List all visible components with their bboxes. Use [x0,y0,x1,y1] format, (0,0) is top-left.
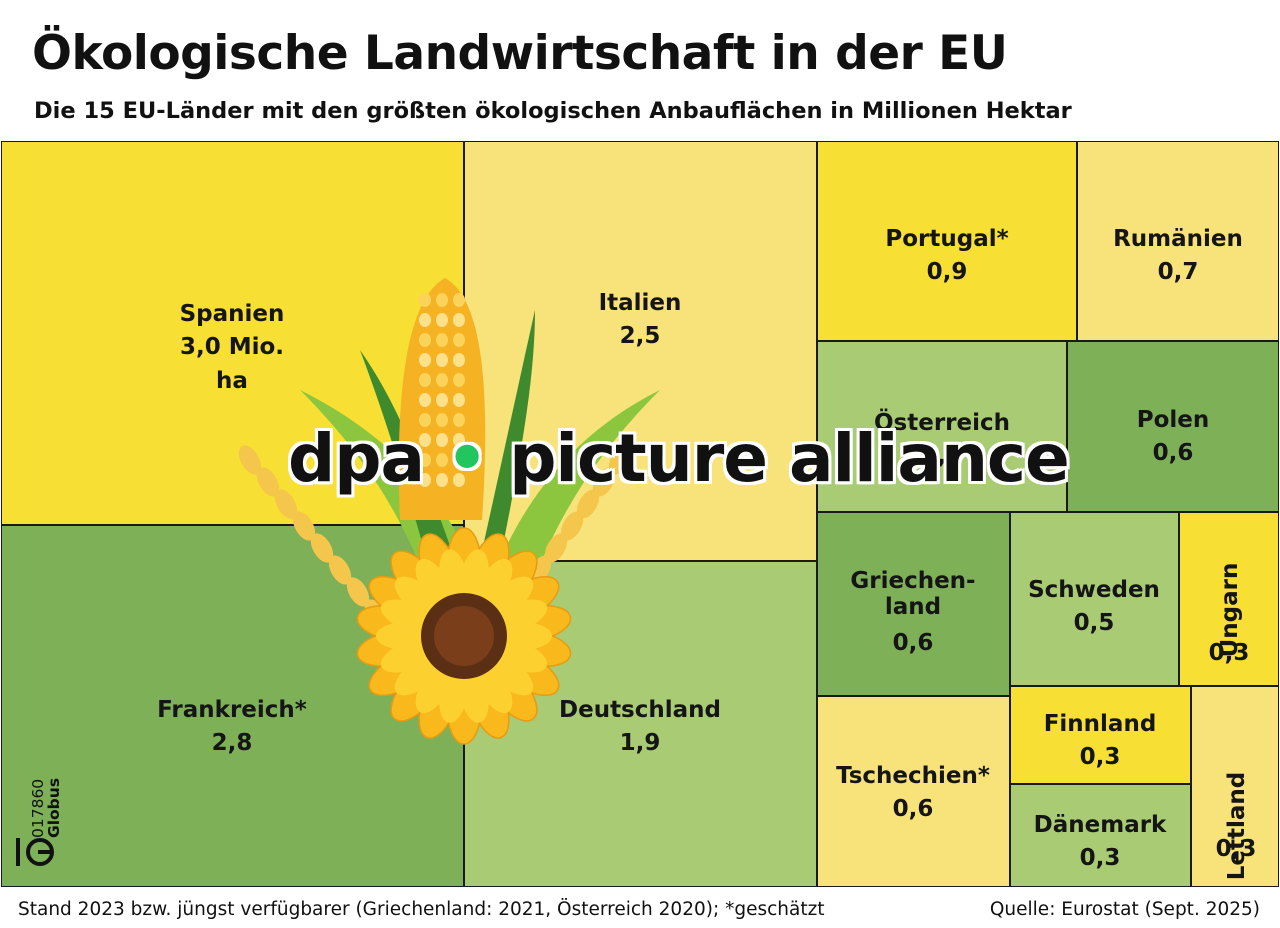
treemap-label-spanien: Spanien [180,301,285,327]
treemap-value-deutschland: 1,9 [620,730,661,756]
chart-title: Ökologische Landwirtschaft in der EU [32,26,1008,81]
treemap-cell-portugal: Portugal* 0,9 [818,142,1076,340]
crop-illustration-icon [238,278,660,745]
treemap-value-rumanien: 0,7 [1158,259,1199,285]
treemap-rect-italien [465,142,816,560]
treemap-rect-griechenland [818,513,1009,695]
globus-logo-text: 017860 Globus [29,777,63,838]
treemap-label-danemark: Dänemark [1034,812,1167,838]
treemap-value-finnland: 0,3 [1080,744,1121,770]
treemap-rect-rumanien [1078,142,1278,340]
footer-note: Stand 2023 bzw. jüngst verfügbarer (Grie… [18,899,825,920]
treemap-cell-osterreich: Österreich 0,7 [818,342,1066,511]
treemap-value-griechenland: 0,6 [893,630,934,656]
treemap-value-osterreich: 0,7 [922,443,963,469]
treemap-label-deutschland: Deutschland [559,697,721,723]
treemap-cell-griechenland: Griechen-land 0,6 [818,513,1009,695]
treemap-cell-polen: Polen 0,6 [1068,342,1278,511]
treemap-rect-schweden [1011,513,1178,685]
treemap-cell-finnland: Finnland 0,3 [1011,687,1190,783]
treemap-value-portugal: 0,9 [927,259,968,285]
treemap-label-finnland: Finnland [1044,711,1157,737]
treemap-value-tschechien: 0,6 [893,796,934,822]
watermark-dot: • [446,420,488,497]
treemap-cell-rumanien: Rumänien 0,7 [1078,142,1278,340]
watermark-left: dpa [288,420,425,497]
logo-brand: Globus [45,777,63,838]
treemap-value-schweden: 0,5 [1074,610,1115,636]
treemap-value-italien: 2,5 [620,323,661,349]
treemap-cell-danemark: Dänemark 0,3 [1011,785,1190,886]
treemap-label-schweden: Schweden [1028,577,1160,603]
footer-source: Quelle: Eurostat (Sept. 2025) [989,899,1260,920]
treemap-value-ungarn: 0,3 [1209,640,1250,666]
treemap-label-osterreich: Österreich [874,408,1010,436]
treemap-rect-portugal [818,142,1076,340]
treemap-rect-ungarn [1180,513,1278,685]
treemap-value-spanien-1: ha [216,368,248,394]
treemap-label-tschechien: Tschechien* [836,763,990,789]
treemap-value-danemark: 0,3 [1080,845,1121,871]
treemap-cell-schweden: Schweden 0,5 [1011,513,1178,685]
treemap-value-spanien-0: 3,0 Mio. [180,334,284,360]
watermark-right: picture alliance [509,420,1070,497]
treemap-cell-italien: Italien 2,5 [465,142,816,560]
treemap-label-polen: Polen [1137,407,1210,433]
treemap-value-lettland: 0,3 [1216,836,1257,862]
treemap-label-rumanien: Rumänien [1113,226,1243,252]
treemap-label-ungarn: Ungarn [1217,563,1243,658]
chart-subtitle: Die 15 EU-Länder mit den größten ökologi… [34,98,1072,124]
logo-code: 017860 [29,778,47,838]
treemap-value-polen: 0,6 [1153,440,1194,466]
treemap-label-lettland: Lettland [1224,772,1250,881]
treemap-label-portugal: Portugal* [885,226,1008,252]
treemap-value-frankreich: 2,8 [212,730,253,756]
treemap-label-italien: Italien [599,290,682,316]
treemap-rect-danemark [1011,785,1190,886]
treemap-rect-finnland [1011,687,1190,783]
treemap-label-griechenland-1: land [885,594,941,620]
treemap-cell-tschechien: Tschechien* 0,6 [818,697,1009,886]
treemap-rect-polen [1068,342,1278,511]
treemap-label-frankreich: Frankreich* [157,697,307,723]
treemap-label-griechenland-0: Griechen- [850,568,975,594]
watermark-text: dpa • picture alliance [288,420,1070,497]
treemap-rect-tschechien [818,697,1009,886]
globus-logo-icon [16,838,54,866]
treemap-rect-osterreich [818,342,1066,511]
treemap-rect-lettland [1192,687,1278,886]
